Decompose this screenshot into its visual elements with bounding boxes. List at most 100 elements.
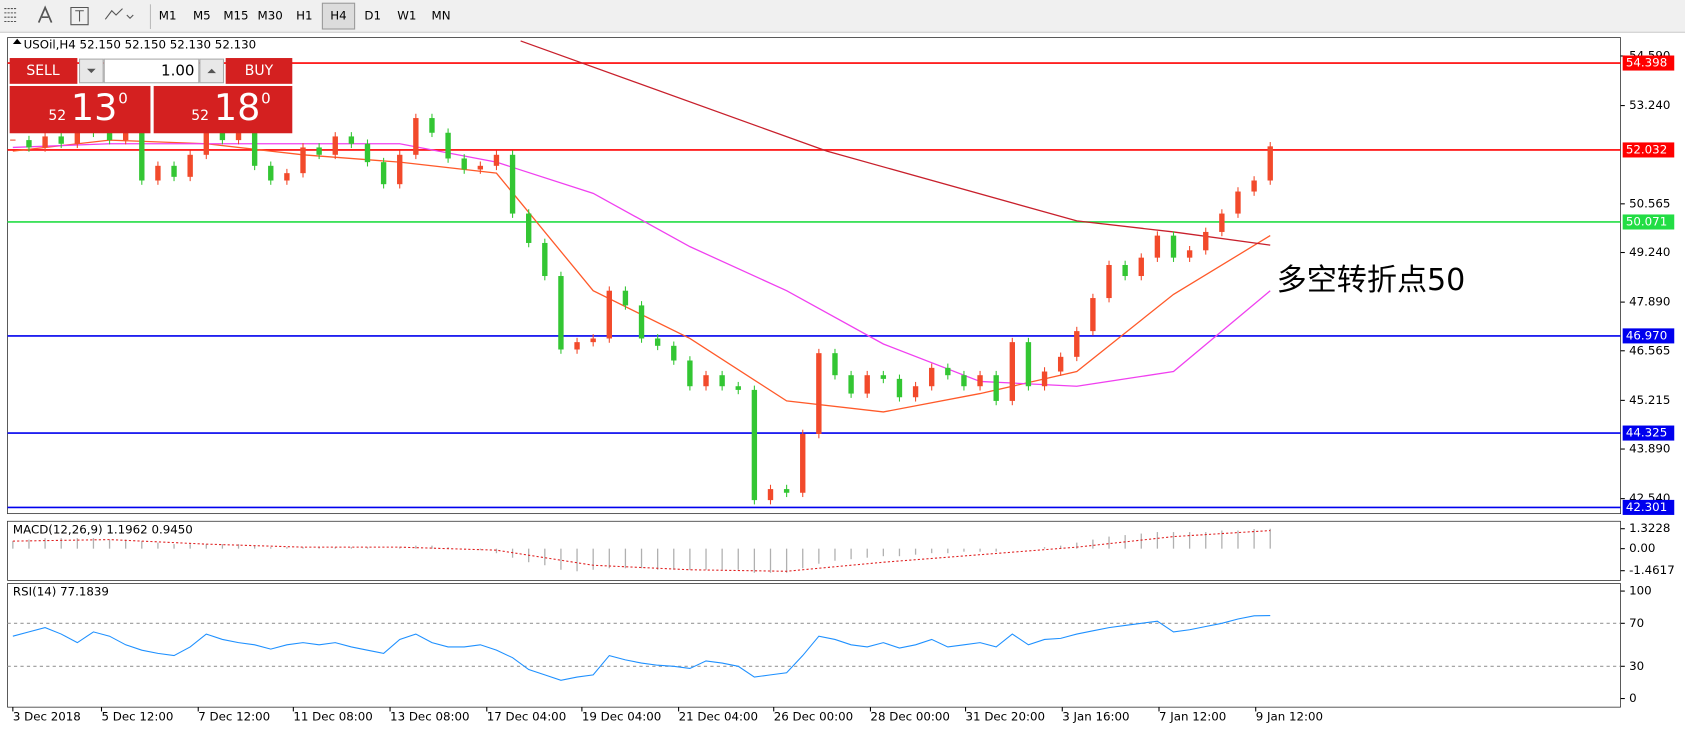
level-price-box [1622,55,1675,71]
x-tick-label: 26 Dec 00:00 [774,709,853,723]
candle [864,375,870,394]
x-tick-label: 3 Jan 16:00 [1062,709,1129,723]
y-tick-label: 0.00 [1629,541,1655,555]
arrow-down [87,68,96,74]
level-price-label: 44.325 [1626,426,1667,440]
text-icon[interactable] [37,5,53,23]
candle [606,290,612,339]
rsi-line [12,615,1271,681]
lot-value[interactable]: 1.00 [161,61,194,79]
candle [526,213,532,243]
candle [171,165,177,177]
candle [364,143,371,163]
candle [42,136,48,148]
candle [1170,235,1177,258]
candle [638,305,645,339]
timeframe-label[interactable]: M1 [159,9,177,23]
candle [1251,180,1257,192]
macd-header: MACD(12,26,9) 1.1962 0.9450 [13,522,193,536]
candle [122,129,129,141]
level-price-box [1622,328,1675,344]
candle [783,489,790,493]
chart-window [0,34,1685,734]
arrow-up [207,68,216,74]
collapse-icon[interactable] [12,38,22,45]
bid-fraction: 0 [118,89,128,107]
candle [380,162,387,185]
level-price-box [1622,499,1675,515]
candle [1186,250,1193,258]
candle [1025,342,1032,387]
x-tick-label: 5 Dec 12:00 [102,709,174,723]
candle [1154,235,1161,258]
sell-label[interactable]: SELL [26,63,59,79]
candle [477,165,484,170]
candle [1138,257,1144,277]
candle [1267,146,1273,181]
candle [187,154,193,177]
level-price-label: 46.970 [1626,328,1667,342]
timeframe-label[interactable]: M30 [258,9,283,23]
level-price-label: 52.032 [1626,142,1667,156]
buy-button[interactable] [225,58,293,84]
candle [429,118,435,133]
timeframe-label[interactable]: W1 [397,9,416,23]
macd-signal [12,530,1271,572]
candle [235,129,242,141]
candle [203,132,209,155]
rsi-panel [7,583,1621,708]
crosshair-icon[interactable] [4,8,18,23]
bid-box[interactable] [9,85,151,134]
candle [1203,231,1209,251]
ask-pips: 18 [214,86,260,129]
y-tick-label: 47.890 [1629,295,1670,309]
candle [284,173,290,181]
candle [735,386,741,390]
candle [461,158,467,170]
candle [106,132,113,141]
candle [912,386,919,398]
candle [58,136,64,144]
candle [445,132,451,159]
candle [816,353,822,434]
candle [558,276,564,350]
annotation: 多空转折点50 [1277,263,1466,298]
candle [251,129,258,166]
timeframe-label[interactable]: H1 [296,9,312,23]
label-icon[interactable] [70,6,89,26]
sell-button[interactable] [9,58,78,84]
candle [332,136,338,155]
timeframe-label[interactable]: MN [432,9,451,23]
candle [1106,265,1112,299]
candle [1235,191,1241,214]
timeframe-label[interactable]: H4 [330,9,346,23]
x-tick-label: 11 Dec 08:00 [293,709,372,723]
bid-big-figure: 52 [48,108,66,124]
buy-label[interactable]: BUY [245,63,274,79]
candle [493,154,500,166]
x-tick-label: 13 Dec 08:00 [390,709,469,723]
candle [26,140,32,148]
candle [687,360,693,387]
level-price-box [1622,425,1675,441]
y-tick-label: 46.565 [1629,343,1670,357]
timeframe-label[interactable]: M5 [193,9,211,23]
timeframe-label[interactable]: D1 [364,9,381,23]
candle [703,375,709,387]
x-tick-label: 9 Jan 12:00 [1256,709,1323,723]
candle [1122,265,1128,277]
candle [509,154,516,214]
ask-box[interactable] [153,85,293,134]
lot-field[interactable] [103,58,200,84]
objects-icon[interactable] [104,8,134,20]
candle [316,147,322,155]
timeframe-button[interactable] [321,2,356,30]
y-tick-label: 49.240 [1629,245,1670,259]
timeframe-label[interactable]: M15 [223,9,248,23]
candle [268,165,274,181]
x-tick-label: 7 Dec 12:00 [198,709,270,723]
ask-fraction: 0 [261,89,271,107]
candle [848,375,854,394]
